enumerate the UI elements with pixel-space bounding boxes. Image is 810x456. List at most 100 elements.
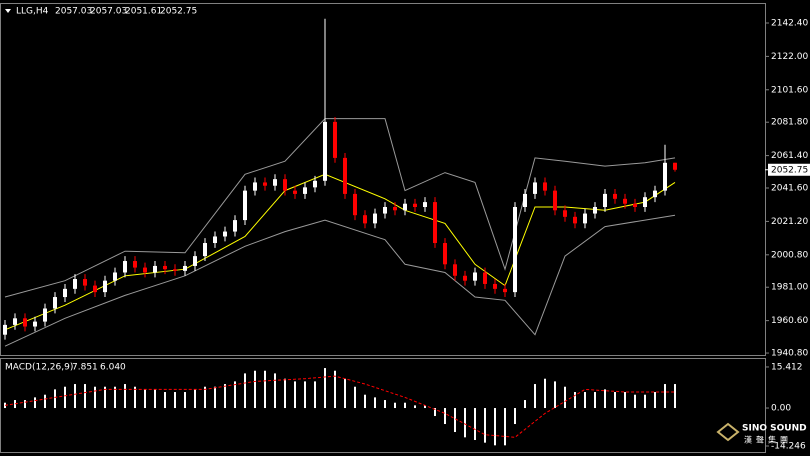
y-tick-label: 2061.40 [771, 151, 808, 161]
candle-body [103, 280, 107, 293]
candle-body [303, 187, 307, 194]
candle-body [583, 213, 587, 224]
macd-bar [494, 408, 496, 446]
candle-body [73, 279, 77, 289]
macd-bar [364, 394, 366, 409]
macd-title: MACD(12,26,9) [5, 363, 73, 373]
macd-bar [294, 381, 296, 409]
ohlc-open: 2057.03 [55, 7, 92, 17]
y-tick-label: -14.246 [771, 441, 806, 451]
macd-panel [0, 358, 766, 453]
macd-bar [594, 392, 596, 409]
candle-body [213, 236, 217, 244]
macd-bar [214, 386, 216, 409]
macd-bar [534, 384, 536, 409]
macd-bar [204, 386, 206, 409]
candle-body [243, 190, 247, 221]
macd-bar [84, 384, 86, 409]
candle-body [123, 261, 127, 273]
candle-body [233, 220, 237, 232]
candle-body [313, 180, 317, 188]
macd-bar [194, 389, 196, 409]
y-tick-label: 2000.80 [771, 250, 808, 260]
macd-bar [324, 368, 326, 409]
candle-body [613, 193, 617, 199]
symbol: LLG,H4 [16, 7, 49, 17]
ohlc-close: 2052.75 [160, 7, 197, 17]
macd-bar [94, 386, 96, 409]
candle-body [533, 182, 537, 194]
candle-body [3, 324, 7, 335]
macd-bar [354, 386, 356, 409]
macd-bar [74, 384, 76, 409]
macd-bar [654, 392, 656, 409]
macd-bar [584, 392, 586, 409]
y-tick-label: 2101.60 [771, 85, 808, 95]
candle-body [523, 193, 527, 208]
macd-bar [314, 381, 316, 409]
candle-body [553, 190, 557, 211]
candle-body [253, 182, 257, 191]
candle-body [333, 121, 337, 158]
logo: SINO SOUND 漢聲集團 [716, 422, 807, 445]
candle-body [403, 203, 407, 211]
candle-body [633, 203, 637, 208]
candle-body [173, 269, 177, 271]
candle-body [653, 190, 657, 198]
macd-bar [304, 381, 306, 409]
macd-bar [394, 402, 396, 409]
candle-body [203, 243, 207, 257]
candle-body [563, 210, 567, 217]
macd-bar [524, 400, 526, 409]
y-tick-label: 1940.80 [771, 349, 808, 359]
macd-bar [254, 370, 256, 409]
candle-body [423, 202, 427, 208]
macd-bar [284, 378, 286, 409]
macd-bar [134, 386, 136, 409]
macd-bar [514, 408, 516, 425]
macd-bar [124, 384, 126, 409]
macd-bar [624, 392, 626, 409]
candle-body [53, 297, 57, 309]
macd-bar [374, 397, 376, 409]
y-tick-label: 15.412 [771, 362, 803, 372]
macd-bar [144, 389, 146, 409]
macd-bar [674, 384, 676, 409]
y-tick-label: 1960.60 [771, 316, 808, 326]
macd-bar [44, 394, 46, 409]
y-tick-label: 1981.00 [771, 283, 808, 293]
ohlc-high: 2057.03 [90, 7, 127, 17]
macd-bar [634, 394, 636, 409]
main-panel [0, 3, 766, 356]
macd-bar [64, 386, 66, 409]
candle-body [183, 265, 187, 271]
macd-bar [274, 373, 276, 409]
candle-body [513, 207, 517, 293]
macd-bar [24, 400, 26, 409]
macd-bar [154, 389, 156, 409]
candle-body [643, 197, 647, 208]
candle-body [93, 285, 97, 293]
candle-body [153, 265, 157, 273]
macd-bar [664, 384, 666, 409]
logo-subtext: 漢聲集團 [744, 435, 792, 445]
macd-bar [164, 392, 166, 409]
macd-bar [384, 400, 386, 409]
candle-body [363, 215, 367, 224]
macd-bar [454, 408, 456, 433]
candle-body [593, 207, 597, 214]
candle-body [413, 203, 417, 208]
macd-bar [464, 408, 466, 438]
logo-text: SINO SOUND [742, 424, 807, 434]
candle-body [133, 261, 137, 268]
macd-bar [404, 402, 406, 409]
overlay-line [4, 118, 676, 298]
macd-value: 7.851 [72, 363, 98, 373]
y-tick-label: 2142.40 [771, 18, 808, 28]
macd-bar [574, 392, 576, 409]
candle-body [663, 162, 667, 191]
candle-body [493, 283, 497, 289]
candle-body [353, 193, 357, 216]
candle-body [343, 157, 347, 194]
